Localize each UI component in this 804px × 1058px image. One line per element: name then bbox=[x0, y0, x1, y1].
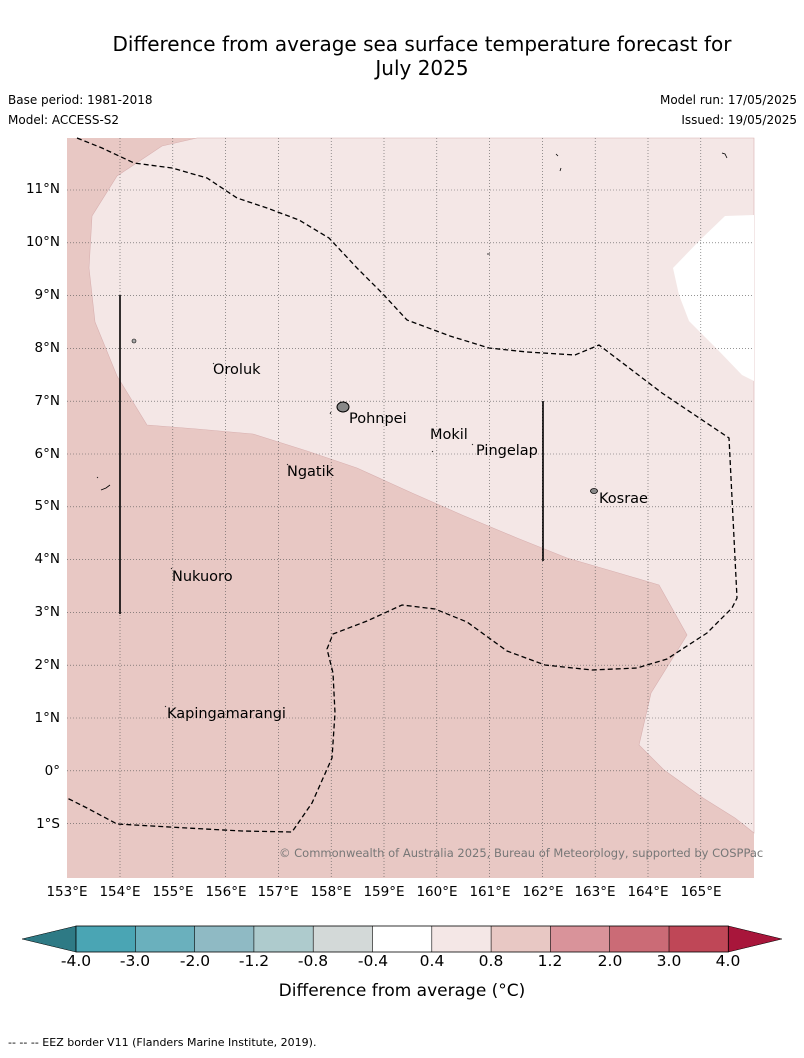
lon-label-156e: 156°E bbox=[205, 884, 247, 900]
lat-label-9n: 9°N bbox=[34, 287, 60, 303]
colorbar-tick: -3.0 bbox=[119, 952, 151, 970]
lat-label-7n: 7°N bbox=[34, 393, 60, 409]
colorbar-arrow-low bbox=[22, 925, 77, 953]
lat-label-10n: 10°N bbox=[25, 234, 60, 250]
colorbar-arrow-high bbox=[728, 925, 783, 953]
place-label-oroluk: Oroluk bbox=[213, 362, 261, 378]
lon-label-153e: 153°E bbox=[46, 884, 88, 900]
lat-label-5n: 5°N bbox=[34, 498, 60, 514]
colorbar-tick: -4.0 bbox=[60, 952, 92, 970]
lat-label-1n: 1°N bbox=[34, 710, 60, 726]
lon-label-159e: 159°E bbox=[363, 884, 405, 900]
colorbar-tick: -1.2 bbox=[238, 952, 270, 970]
colorbar-tick: 4.0 bbox=[715, 952, 741, 970]
lat-label-4n: 4°N bbox=[34, 551, 60, 567]
colorbar-swatch bbox=[491, 926, 551, 952]
colorbar-tick: -0.4 bbox=[357, 952, 389, 970]
lon-label-161e: 161°E bbox=[469, 884, 511, 900]
copyright-notice: © Commonwealth of Australia 2025, Bureau… bbox=[279, 846, 763, 860]
place-label-mokil: Mokil bbox=[430, 427, 468, 443]
colorbar-swatch bbox=[194, 926, 254, 952]
eez-legend-note: -- -- -- EEZ border V11 (Flanders Marine… bbox=[8, 1036, 317, 1049]
place-label-kosrae: Kosrae bbox=[599, 491, 648, 507]
place-label-pohnpei: Pohnpei bbox=[349, 411, 407, 427]
lon-label-162e: 162°E bbox=[522, 884, 564, 900]
colorbar-swatch bbox=[135, 926, 195, 952]
colorbar-tick: -0.8 bbox=[297, 952, 329, 970]
colorbar-swatch bbox=[372, 926, 432, 952]
pohnpei-island-shape bbox=[336, 401, 350, 413]
colorbar-swatch bbox=[313, 926, 373, 952]
colorbar bbox=[22, 925, 783, 953]
eez-borders bbox=[66, 137, 738, 833]
base-period: Base period: 1981-2018 bbox=[8, 93, 153, 107]
place-label-pingelap: Pingelap bbox=[476, 443, 538, 459]
lon-label-155e: 155°E bbox=[152, 884, 194, 900]
map-title: Difference from average sea surface temp… bbox=[60, 32, 784, 80]
colorbar-title: Difference from average (°C) bbox=[278, 981, 526, 1001]
model-run: Model run: 17/05/2025 bbox=[659, 93, 797, 107]
colorbar-tick: 0.8 bbox=[478, 952, 504, 970]
place-label-ngatik: Ngatik bbox=[287, 464, 335, 480]
lon-label-165e: 165°E bbox=[680, 884, 722, 900]
lat-label-6n: 6°N bbox=[34, 446, 60, 462]
colorbar-swatch bbox=[550, 926, 610, 952]
lat-label-2n: 2°N bbox=[34, 657, 60, 673]
colorbar-tick: 2.0 bbox=[597, 952, 623, 970]
lon-label-157e: 157°E bbox=[257, 884, 299, 900]
lat-label-0: 0° bbox=[44, 763, 60, 779]
lon-label-160e: 160°E bbox=[416, 884, 458, 900]
sst-anomaly-map: Oroluk Pohnpei Mokil Pingelap Ngatik Kos… bbox=[66, 137, 763, 878]
colorbar-swatch bbox=[669, 926, 729, 952]
colorbar-tick: 1.2 bbox=[537, 952, 563, 970]
lat-label-11n: 11°N bbox=[25, 181, 60, 197]
lon-label-163e: 163°E bbox=[574, 884, 616, 900]
place-label-kapingamarangi: Kapingamarangi bbox=[167, 706, 286, 722]
lat-label-1s: 1°S bbox=[36, 816, 60, 832]
colorbar-swatch bbox=[609, 926, 669, 952]
colorbar-swatch bbox=[431, 926, 492, 952]
colorbar-tick: 3.0 bbox=[656, 952, 682, 970]
colorbar-tick: 0.4 bbox=[419, 952, 445, 970]
lon-label-158e: 158°E bbox=[310, 884, 352, 900]
colorbar-tick: -2.0 bbox=[179, 952, 211, 970]
lat-label-3n: 3°N bbox=[34, 604, 60, 620]
issued-date: Issued: 19/05/2025 bbox=[681, 113, 797, 127]
anomaly-region-0p4-0p8 bbox=[88, 137, 755, 834]
lon-label-154e: 154°E bbox=[99, 884, 141, 900]
anomaly-region-below-0p4 bbox=[673, 215, 754, 381]
islet-shape bbox=[131, 338, 137, 344]
model-name: Model: ACCESS-S2 bbox=[8, 113, 120, 127]
title-line-1: Difference from average sea surface temp… bbox=[112, 32, 732, 56]
lon-label-164e: 164°E bbox=[627, 884, 669, 900]
kosrae-island-shape bbox=[590, 488, 598, 494]
colorbar-swatch bbox=[253, 926, 314, 952]
map-gridlines bbox=[67, 138, 754, 878]
lat-label-8n: 8°N bbox=[34, 340, 60, 356]
small-islet-marks bbox=[96, 152, 728, 708]
colorbar-swatch bbox=[76, 926, 136, 952]
title-line-2: July 2025 bbox=[375, 56, 469, 80]
place-label-nukuoro: Nukuoro bbox=[172, 569, 233, 585]
